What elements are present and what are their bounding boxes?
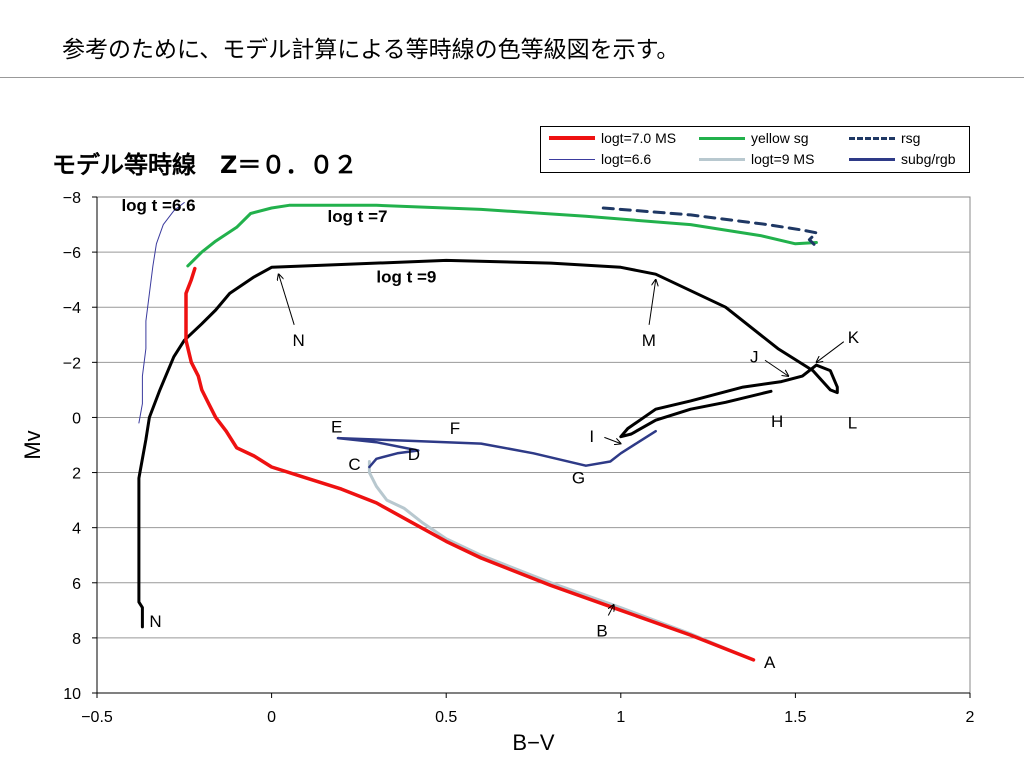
x-tick-label: −0.5 [81,709,113,726]
series-logt-7-0-ms [184,266,756,662]
y-tick-label: −4 [63,300,81,317]
annotation-i: I [589,427,594,446]
y-tick-label: −8 [63,190,81,207]
legend-swatch [699,137,745,140]
y-tick-label: 8 [72,631,81,648]
x-tick-label: 2 [966,709,975,726]
series-logt-6-6 [138,202,185,424]
chart-legend: logt=7.0 MS yellow sg rsg logt=6.6 logt=… [540,126,970,173]
annotation-n: N [149,612,161,631]
legend-label: logt=9 MS [751,151,815,167]
y-tick-label: 4 [72,521,81,538]
annotation-e: E [331,418,342,437]
annotation-n: N [293,331,305,350]
plot-area [96,196,971,694]
legend-label: yellow sg [751,130,809,146]
x-axis-label: B−V [512,730,555,755]
annotation-k: K [848,328,860,347]
x-tick-label: 0 [267,709,276,726]
x-tick-label: 0.5 [435,709,457,726]
annotation-l: L [848,413,857,432]
annotation-log-t-6-6: log t =6.6 [121,196,195,215]
series-yellow-sg [186,203,818,268]
annotation-b: B [596,622,607,641]
annotation-h: H [771,412,783,431]
annotation-arrow [608,605,614,616]
annotation-arrow [604,436,620,443]
series-logt-9-ms [367,460,752,661]
annotation-d: D [408,445,420,464]
y-tick-label: 0 [72,410,81,427]
annotation-g: G [572,469,585,488]
legend-swatch [849,158,895,161]
legend-label: rsg [901,130,921,146]
series-subg-rgb [336,429,657,469]
annotation-f: F [450,419,460,438]
legend-swatch [849,137,895,140]
annotation-arrow [279,274,295,325]
annotation-m: M [642,331,656,350]
annotation-log-t-9: log t =9 [376,267,436,286]
annotation-log-t-7: log t =7 [327,207,387,226]
y-axis-label: Mv [20,430,45,459]
title-divider [0,77,1024,78]
annotation-c: C [348,455,360,474]
annotation-arrow [648,280,656,325]
legend-swatch [549,159,595,160]
annotation-arrow [764,359,788,376]
legend-label: logt=7.0 MS [601,130,677,146]
y-tick-label: −6 [63,245,81,262]
y-tick-label: 6 [72,576,81,593]
y-tick-label: 2 [72,466,81,483]
annotation-a: A [764,653,776,672]
legend-label: logt=6.6 [601,151,652,167]
annotation-arrow [816,341,845,363]
slide-title: 参考のために、モデル計算による等時線の色等級図を示す。 [62,37,680,63]
legend-swatch [699,158,745,161]
chart-title: モデル等時線 Z＝０．０２ [52,151,358,179]
series-evolved-isochrone [137,258,839,629]
annotation-j: J [750,347,759,366]
x-tick-label: 1 [616,709,625,726]
legend-label: subg/rgb [901,151,956,167]
x-tick-label: 1.5 [784,709,806,726]
legend-swatch [549,136,595,140]
y-tick-label: 10 [63,686,81,703]
series-rsg [601,206,818,249]
y-tick-label: −2 [63,355,81,372]
